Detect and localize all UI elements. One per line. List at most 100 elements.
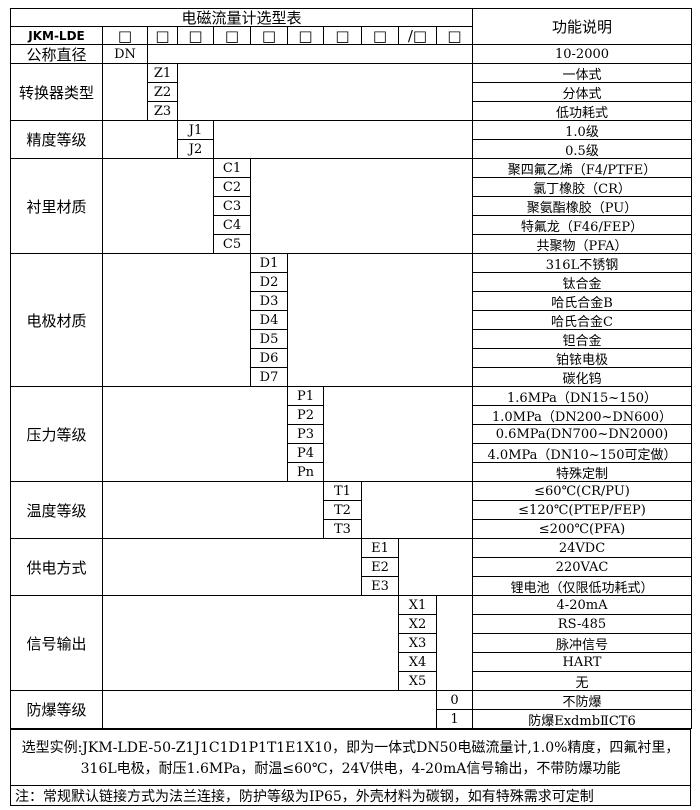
- group-label: 温度等级: [10, 481, 103, 539]
- option-code: D4: [250, 310, 288, 330]
- option-code: C4: [213, 215, 251, 235]
- option-description: 1.0级: [472, 120, 692, 140]
- blank-cell: [147, 44, 473, 64]
- option-code: D1: [250, 253, 288, 273]
- blank-cell: [102, 595, 399, 691]
- option-description: 一体式: [472, 63, 692, 83]
- blank-cell: [323, 386, 473, 482]
- option-code: C5: [213, 234, 251, 254]
- option-description: 4-20mA: [472, 595, 692, 615]
- option-description: 0.6MPa(DN700~DN2000): [472, 424, 692, 444]
- option-code: D7: [250, 367, 288, 387]
- group-label: 转换器类型: [10, 63, 103, 121]
- blank-cell: [436, 595, 473, 691]
- example-line-1: 选型实例:JKM-LDE-50-Z1J1C1D1P1T1E1X10，即为一体式D…: [21, 740, 680, 756]
- option-description: 10-2000: [472, 44, 692, 64]
- option-code: X3: [398, 633, 437, 653]
- option-description: 1.6MPa（DN15~150）: [472, 386, 692, 406]
- option-description: 共聚物（PFA）: [472, 234, 692, 254]
- code-box: □: [361, 26, 399, 45]
- code-box: □: [250, 26, 288, 45]
- option-description: 4.0MPa（DN10~150可定做）: [472, 443, 692, 463]
- option-description: 脉冲信号: [472, 633, 692, 653]
- blank-cell: [287, 253, 473, 387]
- option-description: 无: [472, 671, 692, 691]
- option-description: 不防爆: [472, 690, 692, 710]
- option-code: C3: [213, 196, 251, 216]
- option-description: RS-485: [472, 614, 692, 634]
- blank-cell: [213, 120, 473, 159]
- blank-cell: [177, 63, 473, 121]
- option-description: 聚四氟乙烯（F4/PTFE）: [472, 158, 692, 178]
- option-description: ≤120℃(PTEP/FEP): [472, 500, 692, 520]
- option-code: D6: [250, 348, 288, 368]
- blank-cell: [102, 481, 324, 539]
- group-label: 精度等级: [10, 120, 103, 159]
- code-box: □: [323, 26, 362, 45]
- option-description: 哈氏合金C: [472, 310, 692, 330]
- option-description: 1.0MPa（DN200~DN600）: [472, 405, 692, 425]
- option-code: T3: [323, 519, 362, 539]
- option-code: 1: [436, 709, 473, 729]
- code-box: □: [147, 26, 178, 45]
- option-code: E2: [361, 557, 399, 577]
- code-box: /□: [398, 26, 437, 45]
- code-box: □: [436, 26, 473, 45]
- group-label: 衬里材质: [10, 158, 103, 254]
- code-box: □: [287, 26, 324, 45]
- table-footer: 选型实例:JKM-LDE-50-Z1J1C1D1P1T1E1X10，即为一体式D…: [10, 729, 691, 806]
- blank-cell: [102, 253, 251, 387]
- group-label: 信号输出: [10, 595, 103, 691]
- option-code: Z2: [147, 82, 178, 102]
- group-label: 公称直径: [10, 44, 103, 64]
- option-code: P3: [287, 424, 324, 444]
- blank-cell: [102, 158, 214, 254]
- option-code: P2: [287, 405, 324, 425]
- option-code: T1: [323, 481, 362, 501]
- option-code: X5: [398, 671, 437, 691]
- option-code: D2: [250, 272, 288, 292]
- blank-cell: [398, 538, 473, 596]
- blank-cell: [102, 63, 148, 121]
- option-description: 316L不锈钢: [472, 253, 692, 273]
- option-description: 聚氨酯橡胶（PU）: [472, 196, 692, 216]
- table-title: 电磁流量计选型表: [10, 8, 473, 27]
- option-code: C2: [213, 177, 251, 197]
- code-box: □: [213, 26, 251, 45]
- option-code: 0: [436, 690, 473, 710]
- option-code: X2: [398, 614, 437, 634]
- option-description: ≤200℃(PFA): [472, 519, 692, 539]
- option-description: ≤60℃(CR/PU): [472, 481, 692, 501]
- blank-cell: [102, 690, 437, 729]
- option-code: T2: [323, 500, 362, 520]
- option-description: 碳化钨: [472, 367, 692, 387]
- option-code: Pn: [287, 462, 324, 482]
- option-code: D5: [250, 329, 288, 349]
- note-text: 注：常规默认链接方式为法兰连接，防护等级为IP65，外壳材料为碳钢，如有特殊需求…: [15, 789, 594, 805]
- blank-cell: [102, 538, 362, 596]
- option-code: DN: [102, 44, 148, 64]
- option-description: 钽合金: [472, 329, 692, 349]
- option-code: X1: [398, 595, 437, 615]
- group-label: 压力等级: [10, 386, 103, 482]
- option-code: P1: [287, 386, 324, 406]
- model-prefix: JKM-LDE: [10, 26, 103, 45]
- option-code: X4: [398, 652, 437, 672]
- option-description: HART: [472, 652, 692, 672]
- option-description: 防爆ExdmbⅡCT6: [472, 709, 692, 729]
- group-label: 电极材质: [10, 253, 103, 387]
- function-header: 功能说明: [472, 8, 692, 45]
- option-description: 0.5级: [472, 139, 692, 159]
- option-code: Z1: [147, 63, 178, 83]
- selection-example: 选型实例:JKM-LDE-50-Z1J1C1D1P1T1E1X10，即为一体式D…: [11, 730, 690, 786]
- option-code: J1: [177, 120, 214, 140]
- example-line-2: 316L电极，耐压1.6MPa，耐温≤60℃，24V供电，4-20mA信号输出，…: [80, 761, 621, 777]
- option-description: 分体式: [472, 82, 692, 102]
- code-box: □: [102, 26, 148, 45]
- option-description: 特氟龙（F46/FEP）: [472, 215, 692, 235]
- blank-cell: [361, 481, 473, 539]
- option-code: E1: [361, 538, 399, 558]
- option-code: C1: [213, 158, 251, 178]
- option-description: 锂电池（仅限低功耗式）: [472, 576, 692, 596]
- option-description: 低功耗式: [472, 101, 692, 121]
